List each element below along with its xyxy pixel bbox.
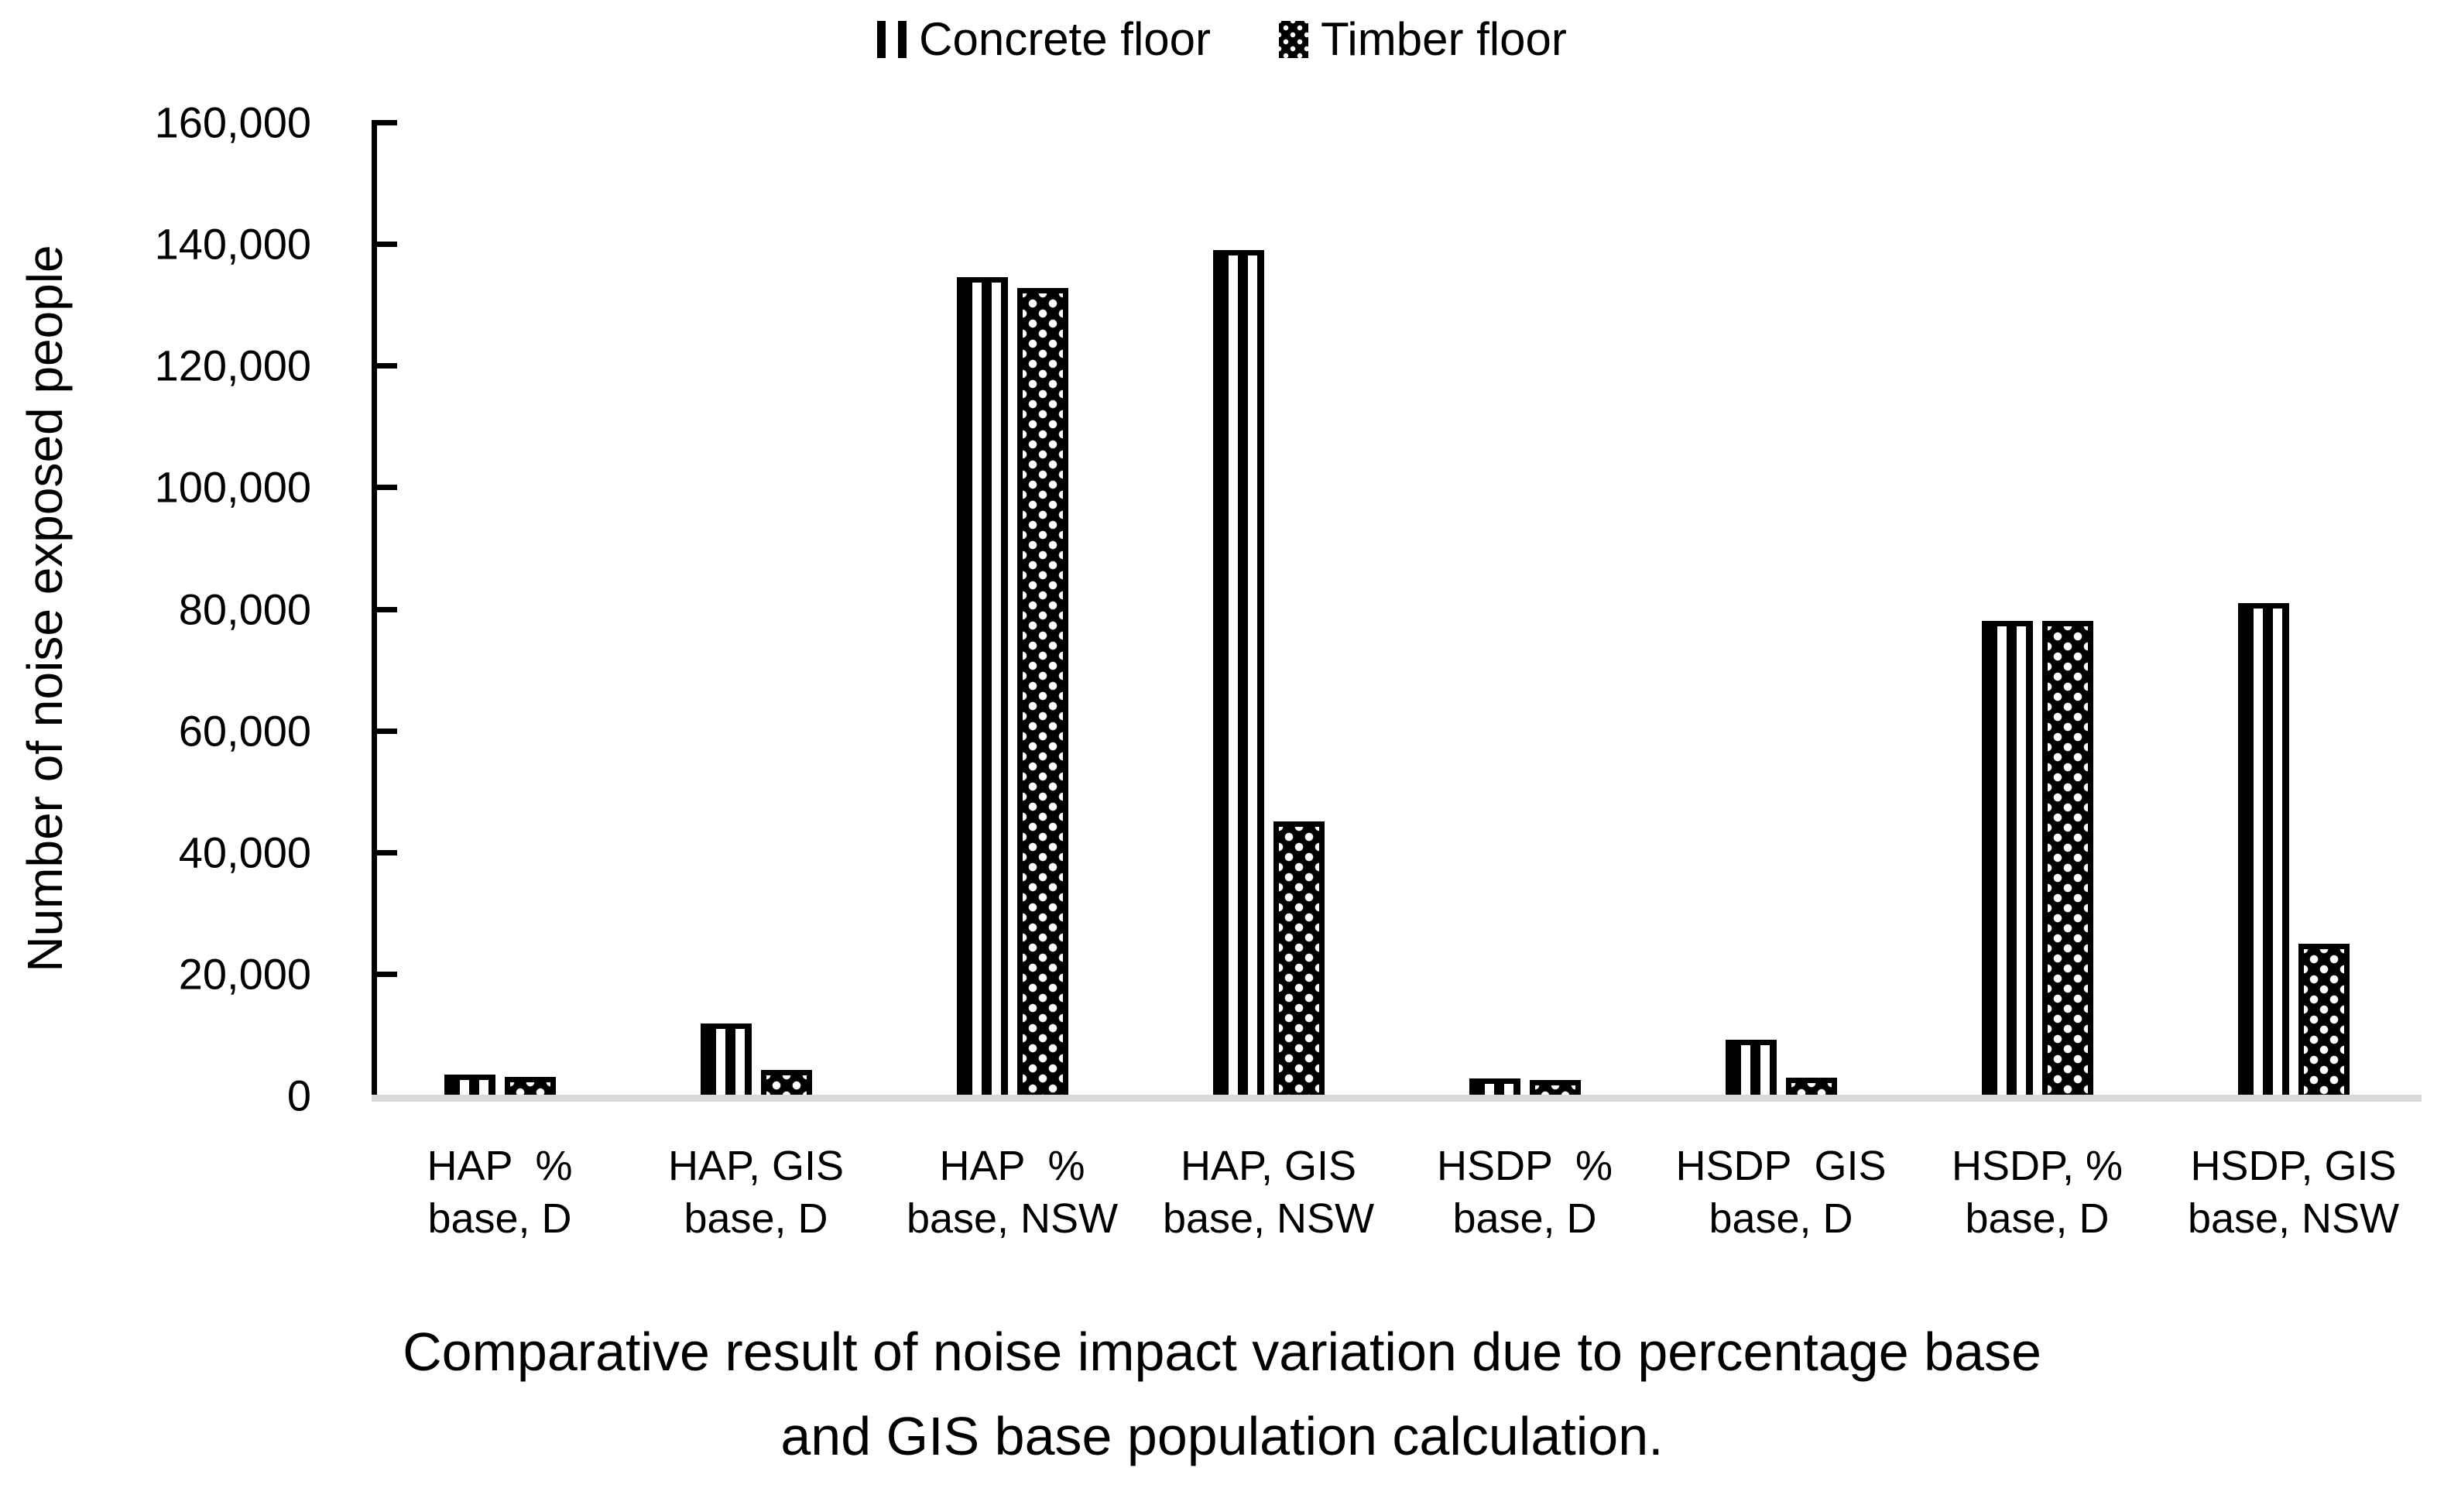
bar-concrete-group-8	[2237, 603, 2289, 1095]
x-category-label-8-line-1: HSDP, GIS	[2190, 1143, 2397, 1189]
bar-group-1	[372, 1075, 628, 1095]
x-axis-baseline	[372, 1095, 2422, 1102]
x-category-label-5-line-2: base, D	[1452, 1195, 1597, 1243]
x-category-label-1: HAP % base, D	[372, 1140, 628, 1245]
bar-group-8	[2165, 603, 2422, 1095]
y-tick-mark-160000	[372, 120, 397, 125]
bar-timber-group-7	[2041, 621, 2093, 1095]
bar-group-7	[1909, 621, 2165, 1095]
x-category-label-6-line-1: HSDP GIS	[1675, 1143, 1887, 1189]
x-category-label-7: HSDP, % base, D	[1909, 1140, 2165, 1245]
x-category-label-8: HSDP, GIS base, NSW	[2165, 1140, 2422, 1245]
x-category-label-4-line-1: HAP, GIS	[1180, 1143, 1357, 1189]
x-category-label-2-line-1: HAP, GIS	[667, 1143, 845, 1189]
y-tick-mark-100000	[372, 485, 397, 490]
bar-timber-group-4	[1273, 821, 1325, 1095]
legend-item-timber-floor: Timber floor	[1279, 12, 1567, 66]
bar-concrete-group-5	[1469, 1078, 1520, 1095]
bar-timber-group-5	[1529, 1080, 1581, 1095]
y-tick-label-140000: 140,000	[154, 219, 311, 269]
bar-concrete-group-6	[1725, 1040, 1777, 1095]
x-category-label-6: HSDP GIS base, D	[1653, 1140, 1909, 1245]
y-tick-label-100000: 100,000	[154, 462, 311, 512]
legend-label-concrete-floor: Concrete floor	[919, 13, 1211, 65]
bar-timber-group-6	[1785, 1078, 1837, 1095]
vertical-stripes-swatch-icon	[877, 20, 907, 58]
x-category-label-7-line-2: base, D	[1965, 1195, 2110, 1243]
chart-caption-line-1: Comparative result of noise impact varia…	[403, 1322, 2041, 1382]
x-category-label-8-line-2: base, NSW	[2187, 1195, 2400, 1243]
bar-group-3	[884, 277, 1140, 1095]
x-category-label-5: HSDP % base, D	[1397, 1140, 1653, 1245]
bar-group-6	[1653, 1040, 1909, 1095]
x-category-label-4: HAP, GIS base, NSW	[1140, 1140, 1397, 1245]
bar-concrete-group-2	[700, 1023, 752, 1095]
bar-timber-group-3	[1016, 288, 1068, 1095]
bar-concrete-group-7	[1981, 621, 2033, 1095]
y-tick-label-0: 0	[286, 1071, 311, 1120]
y-tick-mark-60000	[372, 729, 397, 734]
x-category-label-2: HAP, GIS base, D	[628, 1140, 884, 1245]
x-category-labels: HAP % base, D HAP, GIS base, D HAP % base, NS…	[372, 1140, 2422, 1245]
y-tick-mark-40000	[372, 850, 397, 855]
x-category-label-1-line-2: base, D	[427, 1195, 572, 1243]
y-tick-mark-20000	[372, 972, 397, 977]
y-tick-label-20000: 20,000	[178, 949, 311, 999]
y-tick-label-160000: 160,000	[154, 98, 311, 147]
y-tick-mark-80000	[372, 607, 397, 612]
dots-swatch-icon	[1279, 20, 1308, 58]
bar-timber-group-8	[2298, 944, 2350, 1095]
y-tick-mark-140000	[372, 242, 397, 247]
y-tick-labels: 160,000 140,000 120,000 100,000 80,000 60,000…	[0, 98, 311, 1120]
x-category-label-3-line-1: HAP %	[939, 1143, 1085, 1189]
x-category-label-4-line-2: base, NSW	[1162, 1195, 1375, 1243]
plot-area	[372, 120, 2422, 1102]
bar-concrete-group-3	[956, 277, 1008, 1095]
x-category-label-2-line-2: base, D	[684, 1195, 828, 1243]
y-tick-label-40000: 40,000	[178, 828, 311, 877]
bar-concrete-group-4	[1212, 250, 1264, 1095]
y-tick-label-60000: 60,000	[178, 706, 311, 756]
x-category-label-3-line-2: base, NSW	[906, 1195, 1119, 1243]
y-tick-mark-120000	[372, 363, 397, 369]
y-tick-label-80000: 80,000	[178, 585, 311, 634]
bar-timber-group-2	[760, 1070, 812, 1095]
bar-groups	[372, 122, 2422, 1095]
bar-concrete-group-1	[444, 1075, 495, 1095]
x-category-label-3: HAP % base, NSW	[884, 1140, 1140, 1245]
x-category-label-6-line-2: base, D	[1709, 1195, 1853, 1243]
chart-caption: Comparative result of noise impact varia…	[0, 1310, 2444, 1478]
legend: Concrete floor Timber floor	[0, 12, 2444, 66]
bar-group-5	[1397, 1078, 1653, 1095]
x-category-label-1-line-1: HAP %	[427, 1143, 573, 1189]
legend-item-concrete-floor: Concrete floor	[877, 12, 1211, 66]
x-category-label-5-line-1: HSDP %	[1436, 1143, 1613, 1189]
legend-label-timber-floor: Timber floor	[1321, 13, 1567, 65]
chart-caption-line-2: and GIS base population calculation.	[780, 1405, 1664, 1466]
x-category-label-7-line-1: HSDP, %	[1951, 1143, 2124, 1189]
y-tick-label-120000: 120,000	[154, 341, 311, 390]
bar-timber-group-1	[504, 1077, 556, 1095]
bar-group-2	[628, 1023, 884, 1095]
bar-group-4	[1140, 250, 1397, 1095]
